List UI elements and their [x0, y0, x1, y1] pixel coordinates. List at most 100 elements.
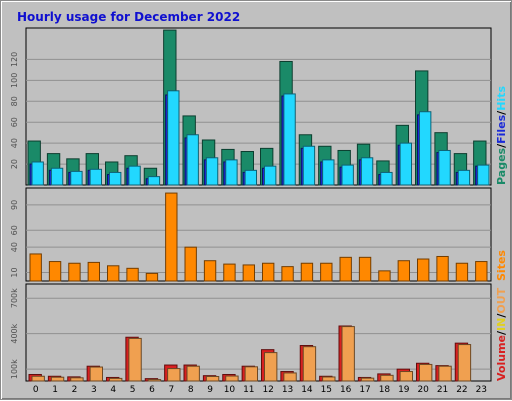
bar-out	[109, 377, 123, 382]
bar-sites	[455, 262, 469, 282]
bar-sites	[165, 192, 178, 282]
x-tick-label: 4	[110, 385, 116, 395]
bar-sites	[203, 260, 217, 282]
bar-sites	[397, 260, 410, 282]
bar-sites	[300, 262, 314, 282]
bar-hits	[89, 168, 102, 186]
x-tick-label: 23	[476, 385, 487, 395]
bar-hits	[31, 161, 44, 186]
bar-hits	[109, 171, 122, 186]
y-tick-label: 100	[10, 73, 19, 88]
bar-out	[167, 368, 181, 382]
bar-out	[147, 379, 162, 382]
y-tick-label: 20	[10, 159, 19, 169]
bar-out	[128, 337, 142, 382]
bar-out	[419, 363, 433, 382]
bar-out	[360, 377, 375, 382]
bar-hits	[128, 165, 141, 186]
x-tick-label: 20	[417, 385, 429, 395]
bar-out	[341, 326, 355, 382]
legend: Pages/Files/Hits	[495, 86, 508, 185]
legend-separator: /	[495, 330, 508, 335]
x-tick-label: 6	[149, 385, 155, 395]
bar-sites	[281, 266, 294, 282]
bar-sites	[378, 270, 391, 282]
y-tick-label: 10	[10, 267, 19, 277]
bar-hits	[50, 167, 64, 186]
bar-hits	[283, 93, 296, 186]
y-tick-label: 60	[10, 117, 19, 127]
y-tick-label: 80	[10, 96, 19, 106]
bar-sites	[339, 256, 352, 282]
bar-hits	[70, 170, 83, 186]
bar-sites	[417, 258, 430, 282]
x-tick-label: 18	[379, 385, 391, 395]
x-tick-label: 13	[282, 385, 293, 395]
bar-hits	[225, 159, 238, 186]
y-tick-label: 90	[10, 200, 19, 210]
bar-out	[89, 366, 103, 382]
x-tick-label: 0	[33, 385, 39, 395]
x-tick-label: 12	[262, 385, 273, 395]
x-tick-label: 19	[398, 385, 410, 395]
bar-hits	[167, 90, 180, 186]
bar-sites	[126, 267, 139, 282]
x-tick-label: 8	[188, 385, 194, 395]
bar-out	[399, 371, 413, 382]
x-tick-label: 15	[321, 385, 332, 395]
bar-hits	[186, 134, 199, 186]
x-tick-label: 14	[301, 385, 313, 395]
bar-out	[31, 375, 45, 382]
bar-sites	[29, 253, 42, 282]
legend-out: OUT	[495, 287, 508, 313]
y-tick-label: 60	[10, 225, 19, 235]
bar-out	[244, 366, 258, 382]
bar-out	[186, 365, 200, 382]
bar-hits	[457, 169, 471, 186]
bar-out	[225, 375, 239, 382]
x-tick-label: 16	[340, 385, 352, 395]
bar-sites	[223, 263, 236, 282]
bar-out	[264, 352, 278, 382]
legend-separator: /	[495, 313, 508, 318]
bar-out	[50, 376, 65, 382]
bar-hits	[341, 164, 354, 186]
bar-hits	[244, 169, 257, 186]
bar-out	[283, 372, 297, 382]
legend: Volume/IN/OUT	[495, 287, 508, 381]
legend-separator: /	[495, 110, 508, 115]
legend: Sites	[495, 250, 508, 281]
bar-out	[322, 376, 336, 382]
x-tick-label: 21	[437, 385, 448, 395]
bar-hits	[302, 145, 316, 186]
bar-sites	[184, 246, 197, 282]
bar-sites	[475, 261, 488, 282]
bar-hits	[419, 111, 432, 186]
bar-out	[457, 344, 472, 382]
bar-hits	[399, 142, 412, 186]
legend-hits: Hits	[495, 86, 508, 111]
legend-pages: Pages	[495, 147, 508, 185]
bar-sites	[358, 256, 372, 282]
x-tick-label: 2	[72, 385, 78, 395]
bar-sites	[320, 262, 333, 282]
bar-hits	[360, 157, 374, 186]
bar-sites	[242, 264, 255, 282]
bar-sites	[436, 255, 449, 282]
chart-title: Hourly usage for December 2022	[17, 10, 240, 24]
bar-hits	[205, 157, 219, 186]
x-tick-label: 1	[52, 385, 58, 395]
legend-volume: Volume	[495, 335, 508, 381]
y-tick-label: 40	[10, 138, 19, 148]
x-tick-label: 9	[207, 385, 213, 395]
x-tick-label: 5	[130, 385, 136, 395]
x-tick-label: 17	[359, 385, 370, 395]
y-tick-label: 40	[10, 242, 19, 252]
bar-sites	[107, 265, 120, 282]
plot-area	[25, 283, 492, 382]
y-tick-label: 120	[10, 52, 19, 67]
plot-area	[25, 187, 492, 282]
